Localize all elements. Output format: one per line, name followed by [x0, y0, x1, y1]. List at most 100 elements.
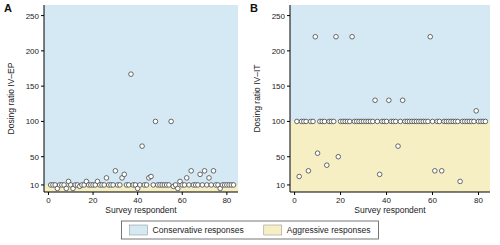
point [144, 183, 149, 188]
point [175, 186, 180, 191]
point [102, 183, 107, 188]
x-tick-label: 20 [89, 196, 98, 205]
point [398, 119, 403, 124]
y-tick [41, 86, 44, 87]
point [474, 109, 479, 114]
x-tick-label: 40 [382, 196, 391, 205]
y-tick-label: 100 [272, 117, 286, 126]
point [211, 169, 216, 174]
x-tick-label: 0 [292, 196, 297, 205]
point [198, 172, 203, 177]
y-tick-label: 50 [30, 153, 39, 162]
x-tick [432, 192, 433, 195]
y-tick [41, 50, 44, 51]
point [393, 119, 398, 124]
x-axis-title: Survey respondent [354, 205, 426, 215]
point [433, 169, 438, 174]
point [207, 176, 212, 181]
point [370, 119, 375, 124]
points [295, 34, 488, 183]
legend-label: Aggressive responses [287, 225, 371, 235]
point [200, 183, 205, 188]
point [189, 169, 194, 174]
point [209, 183, 214, 188]
panel-label: B [250, 2, 258, 14]
y-tick [287, 184, 290, 185]
point [324, 163, 329, 168]
point [426, 119, 431, 124]
x-axis-title: Survey respondent [105, 205, 177, 215]
x-tick [386, 192, 387, 195]
point [322, 119, 327, 124]
x-tick-label: 20 [336, 196, 345, 205]
panel: 1050100150200250020406080Survey responde… [250, 2, 490, 215]
legend-swatch [130, 225, 148, 235]
point [151, 183, 156, 188]
point [483, 119, 488, 124]
y-tick [41, 121, 44, 122]
points [48, 72, 235, 191]
point [304, 119, 309, 124]
point [149, 174, 154, 179]
point [384, 119, 389, 124]
x-tick-label: 80 [474, 196, 483, 205]
point [122, 172, 127, 177]
y-tick [287, 86, 290, 87]
x-tick [48, 192, 49, 195]
aggressive-region [290, 121, 490, 192]
point [373, 98, 378, 103]
y-tick [287, 156, 290, 157]
x-tick-label: 60 [178, 196, 187, 205]
x-tick [182, 192, 183, 195]
x-tick [340, 192, 341, 195]
y-tick-label: 150 [272, 82, 286, 91]
point [458, 179, 463, 184]
legend-swatch [264, 225, 282, 235]
panel: 1050100150200250020406080Survey responde… [4, 2, 238, 215]
point [113, 169, 118, 174]
y-axis-title: Dosing ratio IV–IT [252, 64, 262, 132]
point [202, 169, 207, 174]
point [231, 183, 236, 188]
y-tick-label: 150 [26, 82, 40, 91]
point [104, 176, 109, 181]
y-axis-line [44, 5, 45, 192]
point [196, 183, 201, 188]
figure: 1050100150200250020406080Survey responde… [0, 0, 500, 245]
point [456, 119, 461, 124]
point [140, 144, 145, 149]
point [64, 186, 69, 191]
point [375, 119, 380, 124]
point [400, 98, 405, 103]
y-tick [41, 156, 44, 157]
point [306, 169, 311, 174]
point [182, 183, 187, 188]
y-tick-label: 200 [272, 47, 286, 56]
y-tick [41, 184, 44, 185]
x-tick [226, 192, 227, 195]
panel-label: A [4, 2, 12, 14]
point [187, 183, 192, 188]
point [311, 119, 316, 124]
conservative-region [44, 5, 238, 185]
x-tick [93, 192, 94, 195]
y-tick [41, 15, 44, 16]
point [472, 119, 477, 124]
point [347, 119, 352, 124]
point [184, 176, 189, 181]
x-tick [478, 192, 479, 195]
point [428, 34, 433, 39]
y-tick [287, 15, 290, 16]
point [204, 183, 209, 188]
x-tick-label: 80 [222, 196, 231, 205]
x-tick [294, 192, 295, 195]
x-tick [137, 192, 138, 195]
x-tick-label: 60 [428, 196, 437, 205]
point [153, 119, 158, 124]
x-tick-label: 40 [133, 196, 142, 205]
y-tick [287, 50, 290, 51]
y-tick-label: 100 [26, 117, 40, 126]
point [138, 183, 143, 188]
x-axis-line [44, 192, 238, 193]
point [297, 174, 302, 179]
